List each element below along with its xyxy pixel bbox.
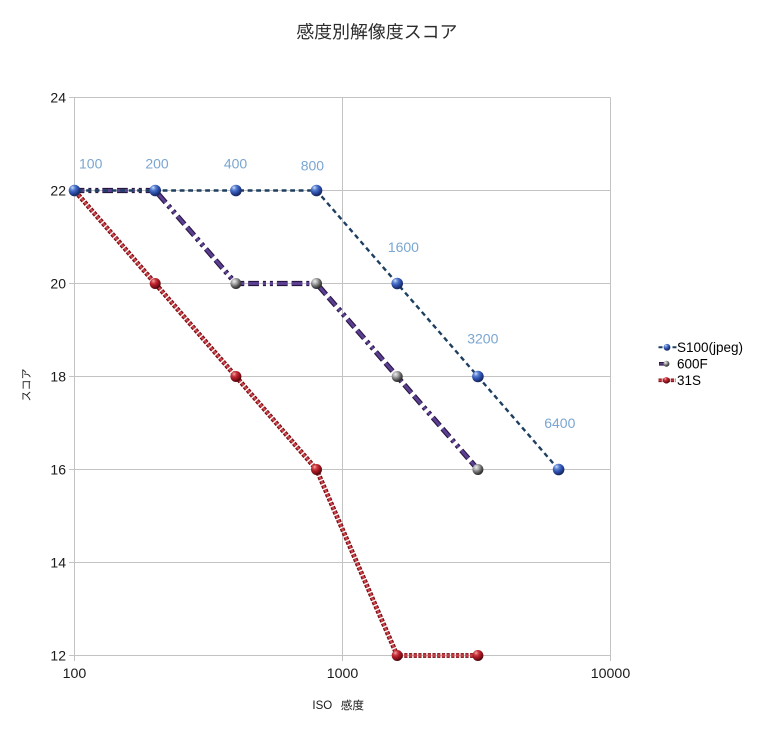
svg-text:20: 20 (50, 276, 66, 292)
svg-text:800: 800 (301, 157, 325, 173)
svg-text:18: 18 (50, 369, 66, 385)
svg-text:400: 400 (224, 155, 248, 171)
svg-text:16: 16 (50, 462, 66, 478)
svg-text:600F: 600F (677, 357, 708, 372)
svg-text:24: 24 (50, 90, 66, 106)
svg-text:6400: 6400 (544, 415, 575, 431)
svg-text:1600: 1600 (388, 239, 419, 255)
svg-text:14: 14 (50, 555, 66, 571)
svg-text:12: 12 (50, 648, 66, 664)
svg-text:31S: 31S (677, 373, 701, 388)
svg-text:S100(jpeg): S100(jpeg) (677, 340, 743, 355)
svg-text:3200: 3200 (467, 331, 498, 347)
svg-text:100: 100 (79, 156, 103, 172)
svg-text:200: 200 (145, 155, 169, 171)
svg-text:1000: 1000 (327, 666, 359, 682)
svg-text:22: 22 (50, 183, 66, 199)
svg-text:10000: 10000 (591, 666, 631, 682)
svg-text:100: 100 (63, 666, 87, 682)
svg-text:ISO: ISO (312, 700, 332, 712)
